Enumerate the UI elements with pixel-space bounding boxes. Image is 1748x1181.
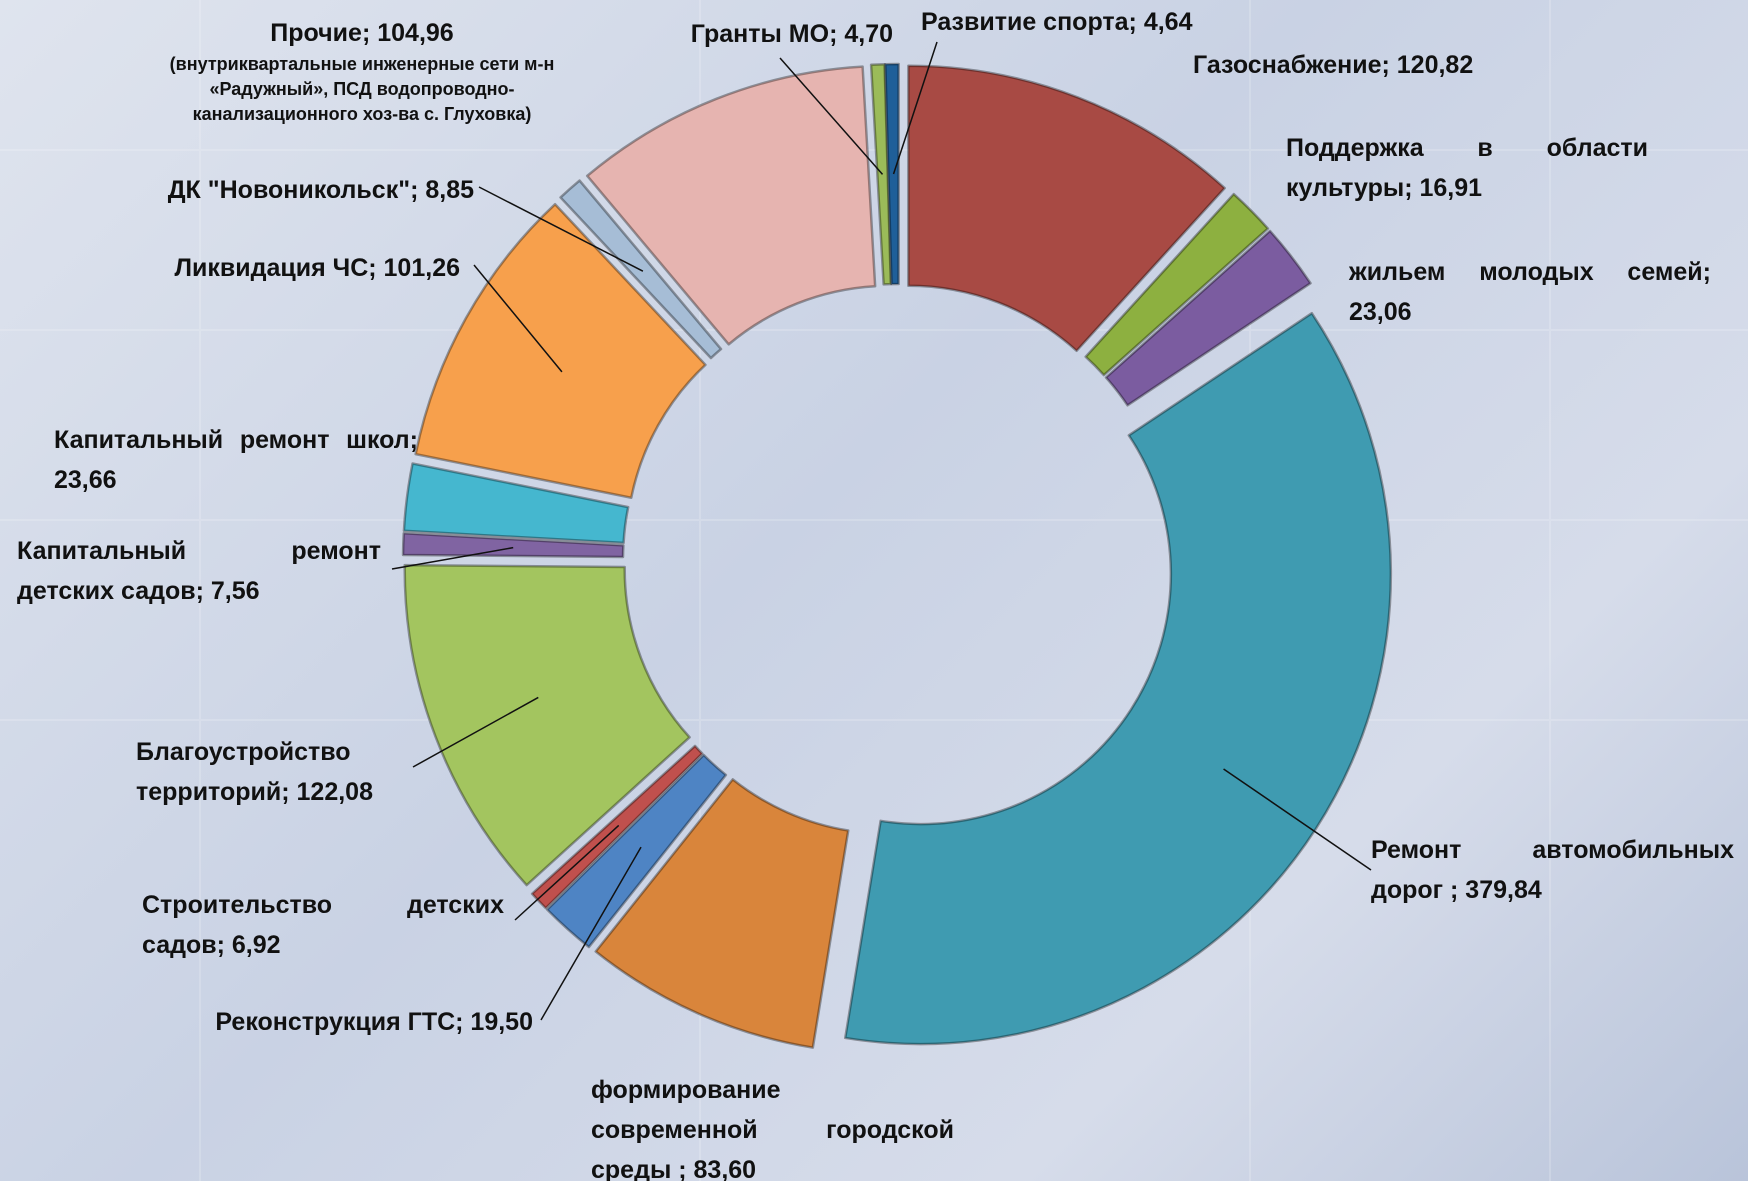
segment-label: Реконструкция ГТС; 19,50: [133, 1002, 533, 1042]
segment-label: формирование современной городской среды…: [591, 1070, 954, 1181]
segment-label: Благоустройство территорий; 122,08: [136, 732, 426, 812]
segment-label: ДК "Новоникольск"; 8,85: [74, 170, 474, 210]
donut-segment: [845, 313, 1391, 1044]
segment-label: Строительство детских садов; 6,92: [142, 885, 504, 965]
segment-label: Развитие спорта; 4,64: [921, 2, 1321, 42]
segment-label: Ремонт автомобильных дорог ; 379,84: [1371, 830, 1734, 910]
segment-label: Капитальный ремонт детских садов; 7,56: [17, 531, 381, 611]
segment-label: Ликвидация ЧС; 101,26: [60, 248, 460, 288]
segment-label: Капитальный ремонт школ; 23,66: [54, 420, 418, 500]
note: (внутриквартальные инженерные сети м-н «…: [152, 52, 572, 127]
chart: (внутриквартальные инженерные сети м-н «…: [0, 0, 1748, 1181]
segment-label: Гранты МО; 4,70: [493, 14, 893, 54]
segment-label: Поддержка в области культуры; 16,91: [1286, 128, 1648, 208]
segment-label: жильем молодых семей; 23,06: [1349, 252, 1711, 332]
segment-label: Газоснабжение; 120,82: [1193, 45, 1613, 85]
